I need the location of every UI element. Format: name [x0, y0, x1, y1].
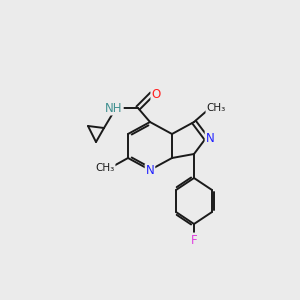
Text: CH₃: CH₃	[95, 163, 115, 173]
Text: NH: NH	[105, 101, 123, 115]
Text: N: N	[146, 164, 154, 178]
Text: N: N	[206, 131, 214, 145]
Text: O: O	[152, 88, 160, 100]
Text: F: F	[191, 233, 197, 247]
Text: CH₃: CH₃	[206, 103, 226, 113]
